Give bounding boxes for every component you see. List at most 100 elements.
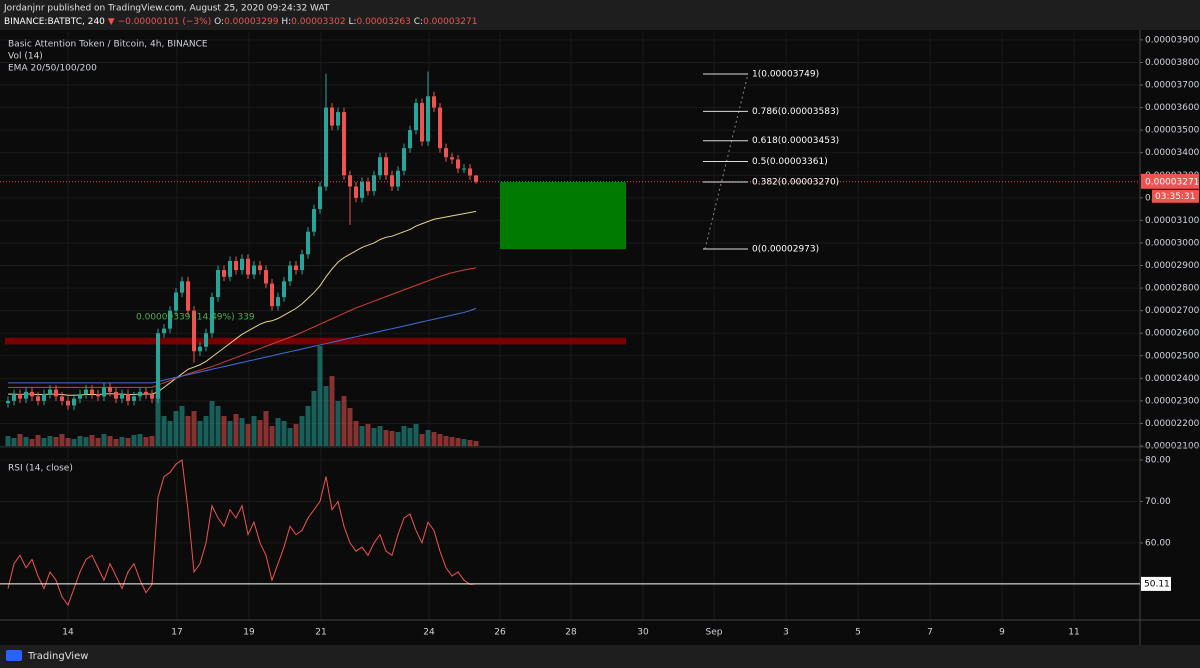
volume-bar: [101, 434, 107, 446]
volume-bar: [467, 440, 473, 446]
rsi-value-label: 50.11: [1144, 579, 1170, 589]
y-tick-label: 60.00: [1145, 538, 1171, 548]
candle-body: [426, 96, 430, 142]
last-price-label: 0.00003271: [1145, 177, 1199, 187]
volume-bar: [107, 436, 113, 446]
candle-body: [468, 168, 472, 176]
volume-bar: [89, 435, 95, 446]
chart-layer: 14 17 19 21 24 26 28 30 Sep 3 5 7 9 11 0.00003900 0.000…: [0, 30, 1200, 645]
candle-body: [366, 182, 370, 192]
candle-body: [234, 260, 238, 271]
volume-bar: [257, 420, 263, 446]
y-tick-label: 0.00002200: [1145, 419, 1200, 429]
volume-bar: [437, 434, 443, 446]
candle-body: [282, 281, 286, 298]
candle-body: [396, 170, 400, 187]
y-tick-label: 0.00002500: [1145, 351, 1200, 361]
candle-body: [180, 281, 184, 293]
y-tick-label: 0.00002700: [1145, 306, 1200, 316]
measure-label: 0.00000339 (14.49%) 339: [136, 313, 255, 323]
volume-bar: [197, 421, 203, 446]
candle-body: [240, 258, 244, 271]
candle-body: [276, 297, 280, 307]
footer-logo[interactable]: TradingView: [27, 651, 88, 662]
y-tick-label: 0.00002900: [1145, 261, 1200, 271]
candle-body: [378, 157, 382, 176]
candle-body: [48, 389, 52, 395]
candle-body: [162, 328, 166, 334]
fib-label: 0.618(0.00003453): [752, 136, 839, 146]
volume-bar: [209, 401, 215, 446]
candle-body: [84, 389, 88, 395]
volume-bar: [461, 439, 467, 446]
y-tick-label: 70.00: [1145, 497, 1171, 507]
volume-bar: [17, 434, 23, 446]
candle-body: [438, 107, 442, 149]
volume-bar: [11, 438, 17, 446]
x-tick-label: 17: [171, 628, 182, 638]
volume-bar: [173, 411, 179, 446]
candle-body: [264, 270, 268, 284]
volume-bar: [143, 437, 149, 446]
volume-bar: [443, 436, 449, 446]
candle-body: [444, 148, 448, 158]
volume-bar: [59, 434, 65, 446]
x-tick-label: 14: [62, 628, 74, 638]
volume-bar: [233, 414, 239, 446]
volume-bar: [149, 436, 155, 446]
volume-bar: [245, 424, 251, 446]
candle-body: [354, 186, 358, 198]
countdown-box: [1152, 189, 1199, 203]
volume-bar: [281, 421, 287, 446]
change: ▼ −0.00000101 (−3%): [108, 17, 211, 27]
candle-body: [456, 159, 460, 169]
candle-body: [60, 396, 64, 401]
candle-body: [420, 103, 424, 142]
candle-body: [114, 391, 118, 399]
candle-body: [108, 387, 112, 392]
volume-bar: [95, 438, 101, 446]
x-tick-label: 9: [999, 628, 1005, 638]
chart-title: Basic Attention Token / Bitcoin, 4h, BIN…: [8, 40, 208, 50]
volume-bar: [227, 421, 233, 446]
volume-bar: [299, 416, 305, 446]
candle-body: [198, 346, 202, 352]
candle-body: [294, 265, 298, 271]
volume-bar: [221, 416, 227, 446]
volume-bar: [449, 437, 455, 446]
volume-bar: [359, 426, 365, 446]
x-tick-label: 26: [494, 628, 506, 638]
candle-body: [192, 310, 196, 352]
line: [8, 307, 477, 384]
candle-body: [30, 391, 34, 397]
fib-label: 0.786(0.00003583): [752, 107, 839, 117]
volume-bar: [389, 431, 395, 446]
volume-bar: [293, 424, 299, 446]
candle-body: [132, 396, 136, 401]
candle-body: [150, 394, 154, 399]
y-tick-label: 80.00: [1145, 456, 1171, 466]
volume-bar: [431, 432, 437, 446]
x-tick-label: 28: [565, 628, 577, 638]
candle-body: [318, 186, 322, 210]
candle-body: [384, 157, 388, 176]
footer-bar: [0, 645, 1200, 668]
rsi-value-box: [1141, 576, 1171, 591]
volume-bar: [287, 428, 293, 446]
candle-body: [6, 400, 10, 404]
volume-bar: [383, 430, 389, 446]
publisher: Jordanjnr published on TradingView.com, …: [3, 4, 330, 14]
ohlc-value: 0.00003263: [356, 17, 410, 27]
volume-bar: [251, 416, 257, 446]
volume-bar: [215, 406, 221, 446]
line: [7, 459, 477, 607]
candle-body: [432, 96, 436, 108]
candle-body: [462, 168, 466, 170]
volume-bar: [119, 437, 125, 446]
candle-body: [312, 209, 316, 232]
volume-bar: [203, 416, 209, 446]
candle-body: [126, 394, 130, 401]
volume-bar: [341, 396, 347, 446]
volume-bar: [335, 401, 341, 446]
